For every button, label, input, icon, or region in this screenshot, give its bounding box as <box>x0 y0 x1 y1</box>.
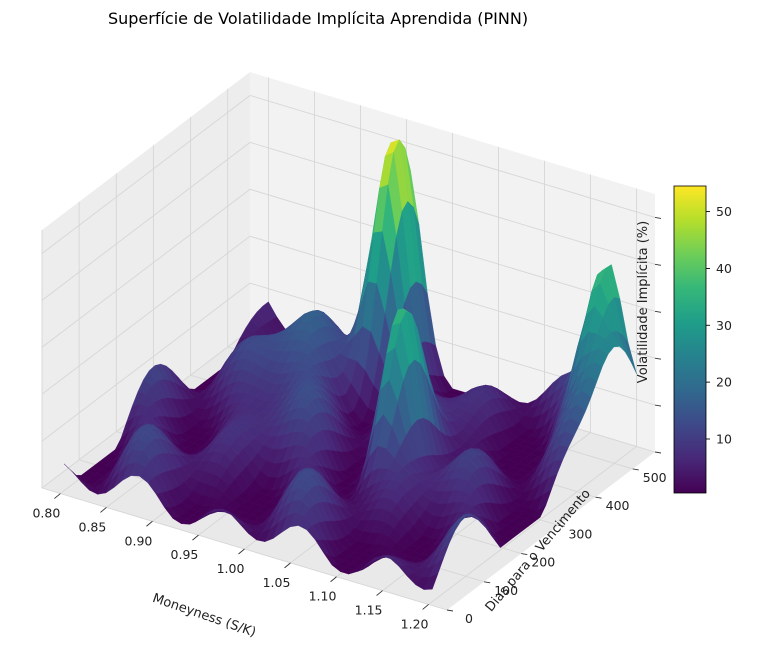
grid-line <box>41 282 251 442</box>
x-tick-mark <box>54 493 61 499</box>
y-tick-mark <box>446 609 454 612</box>
x-tick-mark <box>192 534 199 541</box>
z-tick-mark <box>654 404 662 407</box>
colorbar-tick-label: 10 <box>716 431 732 446</box>
chart-title: Superfície de Volatilidade Implícita Apr… <box>108 9 528 28</box>
grid-line <box>41 142 251 301</box>
side-pane <box>42 72 250 488</box>
y-tick-label: 0 <box>465 611 473 626</box>
grid-line <box>41 95 251 254</box>
grid-line <box>428 446 637 605</box>
x-tick-mark <box>284 562 291 569</box>
grid-line <box>249 141 656 265</box>
x-tick-mark <box>330 576 337 583</box>
z-tick-mark <box>654 357 662 360</box>
z-tick-mark <box>654 263 662 266</box>
x-tick-label: 0.80 <box>32 506 60 521</box>
x-tick-mark <box>100 507 107 513</box>
y-tick-label: 200 <box>531 555 555 570</box>
z-tick-mark <box>654 217 662 219</box>
y-tick-mark <box>595 496 602 499</box>
surface-cell <box>423 573 439 590</box>
colorbar-tick-label: 40 <box>716 261 732 276</box>
y-tick-label: 100 <box>494 583 518 598</box>
x-tick-mark <box>422 604 429 610</box>
y-tick-label: 300 <box>568 526 592 541</box>
y-tick-label: 400 <box>606 498 630 513</box>
x-tick-mark <box>376 590 383 596</box>
x-tick-label: 1.15 <box>355 603 383 618</box>
x-tick-label: 0.85 <box>79 519 107 534</box>
x-axis-label: Moneyness (S/K) <box>150 591 257 640</box>
grid-line <box>249 188 656 312</box>
z-axis-label: Volatilidade Implícita (%) <box>636 221 651 383</box>
y-tick-mark <box>484 581 491 584</box>
colorbar-tick-label: 30 <box>716 318 732 333</box>
y-tick-mark <box>558 524 565 527</box>
surface-plot <box>63 138 637 590</box>
colorbar-ticks: 10 20 30 40 50 <box>706 204 732 446</box>
grid-line <box>41 235 251 395</box>
y-tick-mark <box>632 468 639 471</box>
grid-line <box>41 188 251 348</box>
y-tick-label: 500 <box>643 470 667 485</box>
z-tick-mark <box>654 310 662 313</box>
x-tick-label: 1.10 <box>309 589 337 604</box>
colorbar-tick-label: 20 <box>716 375 732 390</box>
colorbar-tick-label: 50 <box>716 204 732 219</box>
x-tick-label: 0.90 <box>125 533 153 548</box>
colorbar <box>673 185 707 494</box>
y-tick-mark <box>521 553 528 556</box>
x-tick-label: 1.00 <box>217 561 245 576</box>
x-tick-label: 0.95 <box>171 547 199 562</box>
x-tick-label: 1.20 <box>401 616 429 631</box>
z-tick-mark <box>654 451 662 454</box>
grid-line <box>249 95 656 218</box>
x-tick-label: 1.05 <box>263 575 291 590</box>
x-tick-mark <box>238 548 245 555</box>
x-tick-mark <box>146 520 153 527</box>
